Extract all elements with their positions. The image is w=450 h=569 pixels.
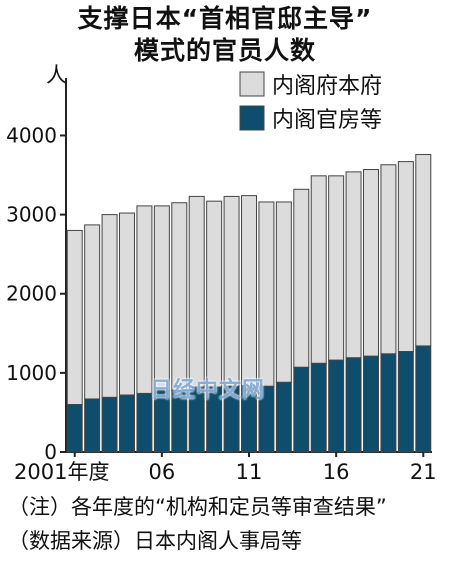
legend-label: 内阁官房等 [272,108,382,133]
stacked-bar-chart: 人 0 1000 2000 3000 4000 2001年度 06 11 16 21 内阁府本府内阁官… [6,63,437,484]
x-tick-label: 11 [236,460,263,484]
y-tick-label: 3000 [6,203,57,227]
bar-cabinet-secretariat [363,355,379,453]
bar-cabinet-office [171,202,188,391]
bar-cabinet-office [119,212,135,396]
bar-cabinet-office [66,229,83,406]
bar-cabinet-office [293,188,310,368]
bar-cabinet-secretariat [275,381,292,453]
bar-cabinet-secretariat [136,392,153,453]
x-tick-label: 06 [148,460,175,484]
bar-cabinet-office [153,205,170,391]
watermark-text: 日经中文网 [150,378,266,403]
bar-cabinet-office [84,224,101,400]
bar-cabinet-secretariat [397,351,414,453]
x-tick-label: 16 [323,460,350,484]
bar-cabinet-office [275,201,292,383]
source-note: （数据来源）日本内阁人事局等 [8,529,302,553]
y-tick-label: 2000 [6,282,57,306]
bar-cabinet-secretariat [380,353,397,453]
bar-cabinet-office [380,164,397,355]
y-tick-label: 0 [44,440,57,464]
bar-cabinet-secretariat [258,385,275,453]
footnote: （注）各年度的“机构和定员等审查结果” [8,495,387,519]
x-tick-label: 2001年度 [14,460,109,484]
legend-swatch [239,105,265,131]
bar-cabinet-office [136,205,153,394]
bar-cabinet-secretariat [223,385,240,453]
bar-cabinet-office [397,161,414,353]
bar-cabinet-secretariat [345,357,362,453]
bar-cabinet-secretariat [415,345,432,453]
bar-cabinet-secretariat [119,394,135,453]
bar-cabinet-office [310,175,327,364]
bar-cabinet-office [223,195,240,387]
bar-cabinet-secretariat [171,389,188,453]
bar-cabinet-secretariat [206,386,223,453]
bar-cabinet-secretariat [84,398,101,453]
legend-label: 内阁府本府 [272,74,382,99]
y-tick-label: 4000 [6,123,57,147]
legend-swatch [239,71,265,97]
bar-cabinet-office [258,201,275,387]
x-tick-label: 21 [410,460,437,484]
y-tick-label: 1000 [6,361,57,385]
bar-cabinet-office [188,195,205,388]
bar-cabinet-office [363,169,379,357]
chart-title-line-2: 模式的官员人数 [133,36,316,65]
bar-cabinet-secretariat [188,386,205,453]
bar-cabinet-office [101,214,118,398]
bar-cabinet-office [345,171,362,359]
bar-cabinet-office [206,200,223,388]
bar-cabinet-office [415,153,432,347]
bar-cabinet-office [241,195,257,387]
bar-cabinet-secretariat [66,404,83,453]
bar-cabinet-secretariat [293,366,310,453]
bar-cabinet-secretariat [310,362,327,453]
y-axis-unit-label: 人 [46,63,67,87]
bar-cabinet-office [328,175,345,361]
bar-cabinet-secretariat [101,396,118,453]
chart-title-line-1: 支撑日本“首相官邸主导” [77,4,373,33]
bar-cabinet-secretariat [328,359,345,453]
